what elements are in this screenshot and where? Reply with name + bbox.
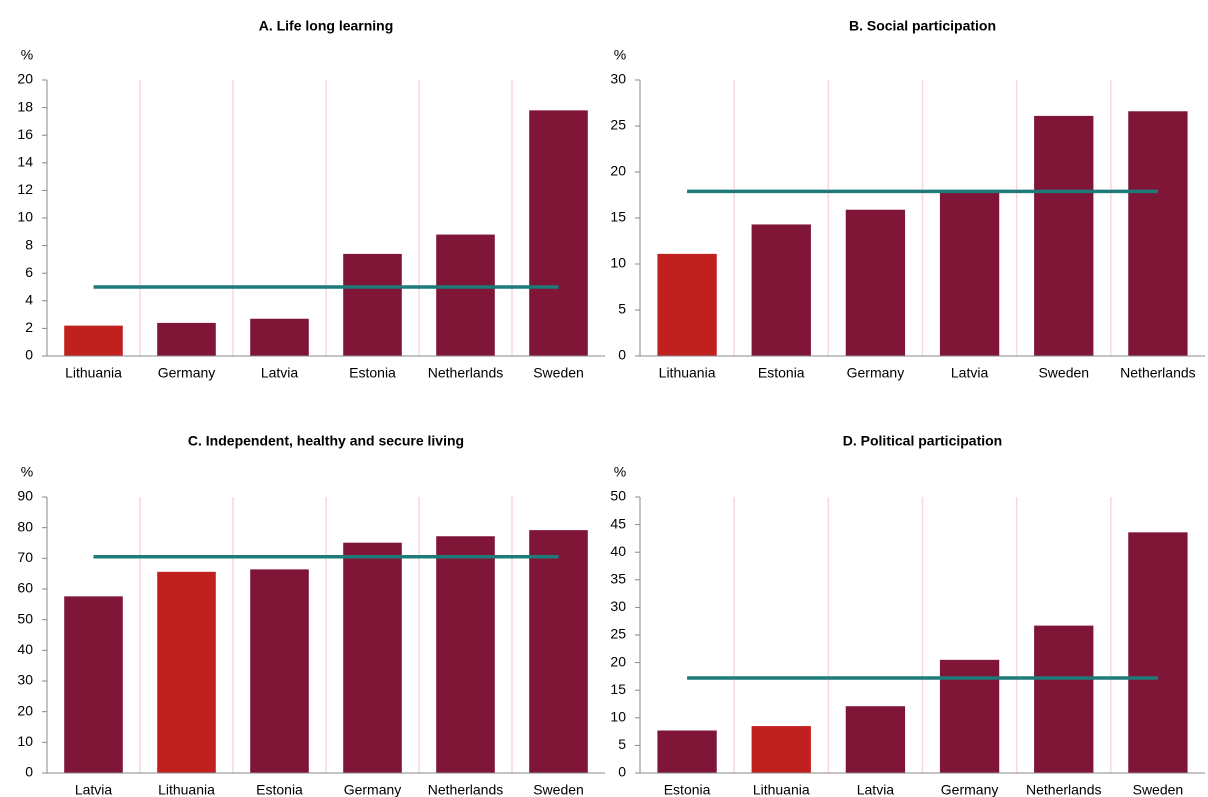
bar (845, 209, 906, 356)
y-tick-label: 25 (610, 117, 626, 133)
x-tick-label: Netherlands (1026, 782, 1102, 797)
x-tick-label: Latvia (857, 782, 895, 797)
bar (343, 253, 402, 356)
bar (436, 234, 495, 356)
y-tick-label: 4 (25, 292, 33, 308)
bar (657, 730, 717, 773)
bar (1034, 625, 1094, 773)
bar (529, 110, 588, 356)
x-tick-label: Sweden (1133, 782, 1184, 797)
x-tick-label: Latvia (75, 782, 113, 797)
y-tick-label: 50 (610, 488, 626, 504)
bar (1034, 115, 1094, 356)
y-axis-label: % (21, 464, 33, 480)
y-tick-label: 8 (25, 236, 33, 252)
x-tick-label: Lithuania (753, 782, 810, 797)
bar (1128, 111, 1188, 356)
y-tick-label: 5 (618, 301, 626, 317)
y-tick-label: 60 (17, 580, 33, 596)
y-tick-label: 80 (17, 518, 33, 534)
y-tick-label: 0 (25, 347, 33, 363)
y-tick-label: 45 (610, 515, 626, 531)
y-tick-label: 40 (610, 543, 626, 559)
y-tick-label: 10 (610, 709, 626, 725)
y-tick-label: 90 (17, 488, 33, 504)
y-tick-label: 20 (610, 163, 626, 179)
bar (657, 253, 717, 356)
y-tick-label: 0 (618, 764, 626, 780)
bar (64, 325, 123, 356)
x-tick-label: Latvia (951, 365, 989, 381)
x-tick-label: Germany (941, 782, 999, 797)
bar (157, 322, 216, 356)
bar (529, 530, 588, 773)
bar (1128, 532, 1188, 773)
chart-title: A. Life long learning (259, 18, 394, 34)
y-tick-label: 35 (610, 571, 626, 587)
x-tick-label: Netherlands (428, 365, 504, 381)
x-tick-label: Sweden (533, 365, 584, 381)
x-tick-label: Lithuania (158, 782, 215, 797)
y-axis-label: % (614, 464, 626, 480)
y-tick-label: 20 (610, 653, 626, 669)
y-tick-label: 12 (17, 181, 33, 197)
bar (250, 569, 309, 773)
bar (751, 726, 811, 773)
y-axis-label: % (614, 47, 626, 63)
y-tick-label: 40 (17, 641, 33, 657)
y-tick-label: 30 (610, 71, 626, 87)
x-tick-label: Estonia (256, 782, 303, 797)
x-tick-label: Germany (344, 782, 402, 797)
x-tick-label: Lithuania (659, 365, 716, 381)
y-tick-label: 18 (17, 98, 33, 114)
bar (343, 542, 402, 773)
bar (157, 571, 216, 773)
y-tick-label: 30 (17, 672, 33, 688)
x-tick-label: Netherlands (428, 782, 504, 797)
y-tick-label: 10 (610, 255, 626, 271)
x-tick-label: Latvia (261, 365, 299, 381)
bar (751, 224, 811, 356)
bar (436, 536, 495, 773)
chart-title: C. Independent, healthy and secure livin… (188, 433, 464, 449)
y-tick-label: 30 (610, 598, 626, 614)
y-tick-label: 25 (610, 626, 626, 642)
y-axis-label: % (21, 47, 33, 63)
x-tick-label: Estonia (664, 782, 711, 797)
bar (939, 191, 1000, 356)
y-tick-label: 14 (17, 154, 33, 170)
x-tick-label: Germany (847, 365, 905, 381)
y-tick-label: 5 (618, 736, 626, 752)
chart-title: D. Political participation (843, 433, 1002, 449)
y-tick-label: 15 (610, 681, 626, 697)
y-tick-label: 20 (17, 702, 33, 718)
y-tick-label: 2 (25, 319, 33, 335)
bar (845, 706, 906, 773)
y-tick-label: 10 (17, 733, 33, 749)
y-tick-label: 70 (17, 549, 33, 565)
y-tick-label: 10 (17, 209, 33, 225)
y-tick-label: 6 (25, 264, 33, 280)
x-tick-label: Netherlands (1120, 365, 1196, 381)
y-tick-label: 15 (610, 209, 626, 225)
y-tick-label: 16 (17, 126, 33, 142)
bar (64, 596, 123, 773)
chart-title: B. Social participation (849, 18, 996, 34)
x-tick-label: Sweden (533, 782, 584, 797)
y-tick-label: 0 (25, 764, 33, 780)
x-tick-label: Germany (158, 365, 216, 381)
y-tick-label: 20 (17, 71, 33, 87)
y-tick-label: 50 (17, 610, 33, 626)
y-tick-label: 0 (618, 347, 626, 363)
x-tick-label: Estonia (758, 365, 805, 381)
x-tick-label: Lithuania (65, 365, 122, 381)
bar (250, 318, 309, 356)
x-tick-label: Sweden (1038, 365, 1089, 381)
x-tick-label: Estonia (349, 365, 396, 381)
